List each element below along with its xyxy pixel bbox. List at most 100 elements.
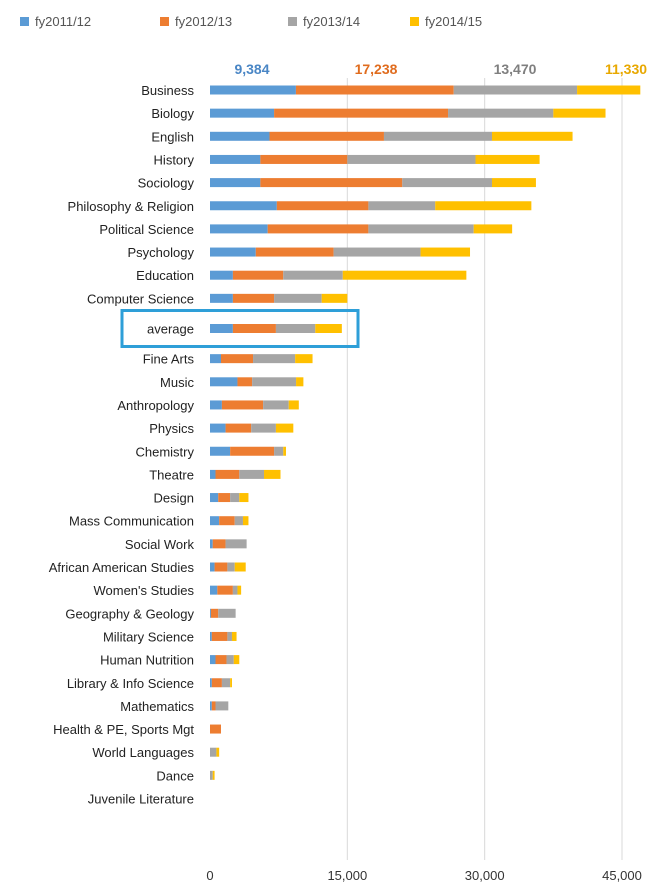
bar-political-science-fy2011-12 — [210, 224, 268, 234]
bar-philosophy-religion-fy2011-12 — [210, 201, 277, 211]
category-label-psychology: Psychology — [128, 245, 195, 260]
bar-social-work-fy2013-14 — [225, 539, 247, 549]
bar-library-info-science-fy2012-13 — [211, 678, 222, 688]
bar-english-fy2014-15 — [491, 131, 573, 141]
bar-physics-fy2012-13 — [225, 423, 252, 433]
bar-mass-communication-fy2012-13 — [219, 516, 235, 526]
bar-military-science-fy2011-12 — [210, 631, 212, 641]
bar-psychology-fy2011-12 — [210, 247, 256, 257]
bar-education-fy2013-14 — [283, 270, 343, 280]
bar-biology-fy2012-13 — [274, 108, 449, 118]
series-totals: 9,384 17,238 13,470 11,330 — [234, 61, 647, 77]
category-label-history: History — [154, 152, 195, 167]
category-labels: Business Biology English History Sociology Ph… — [49, 83, 195, 807]
bar-philosophy-religion-fy2014-15 — [435, 201, 532, 211]
gridlines — [346, 78, 623, 860]
series-total-fy2011-12: 9,384 — [234, 61, 269, 77]
bar-world-languages-fy2014-15 — [216, 747, 220, 757]
bar-political-science-fy2012-13 — [267, 224, 369, 234]
bar-biology-fy2013-14 — [448, 108, 554, 118]
category-label-biology: Biology — [151, 106, 194, 121]
category-label-design: Design — [154, 491, 194, 506]
bar-chemistry-fy2011-12 — [210, 446, 231, 456]
bar-library-info-science-fy2011-12 — [210, 678, 212, 688]
bar-library-info-science-fy2013-14 — [221, 678, 231, 688]
bar-biology-fy2014-15 — [553, 108, 606, 118]
bar-design-fy2013-14 — [230, 493, 240, 503]
bar-mathematics-fy2012-13 — [211, 701, 216, 711]
bar-mathematics-fy2013-14 — [215, 701, 229, 711]
bar-social-work-fy2011-12 — [210, 539, 213, 549]
bar-social-work-fy2012-13 — [212, 539, 226, 549]
series-total-fy2014-15: 11,330 — [605, 61, 647, 77]
x-tick-label-45000: 45,000 — [602, 868, 642, 883]
category-label-juvenile-literature: Juvenile Literature — [88, 792, 194, 807]
bar-women-s-studies-fy2011-12 — [210, 585, 218, 595]
bar-philosophy-religion-fy2012-13 — [276, 201, 369, 211]
bar-world-languages-fy2013-14 — [210, 747, 217, 757]
bar-business-fy2014-15 — [577, 85, 641, 95]
category-label-philosophy-religion: Philosophy & Religion — [68, 199, 194, 214]
bar-history-fy2013-14 — [347, 154, 476, 164]
bar-design-fy2012-13 — [218, 493, 231, 503]
bar-philosophy-religion-fy2013-14 — [368, 201, 436, 211]
bar-anthropology-fy2013-14 — [263, 400, 289, 410]
category-label-dance: Dance — [156, 768, 194, 783]
bar-sociology-fy2013-14 — [402, 178, 492, 188]
bar-theatre-fy2014-15 — [264, 469, 281, 479]
bar-sociology-fy2014-15 — [491, 178, 536, 188]
legend-swatch-fy2014-15 — [410, 17, 419, 26]
bar-psychology-fy2013-14 — [333, 247, 421, 257]
series-total-fy2013-14: 13,470 — [494, 61, 537, 77]
bar-african-american-studies-fy2013-14 — [227, 562, 235, 572]
bar-theatre-fy2012-13 — [215, 469, 240, 479]
bar-music-fy2011-12 — [210, 377, 238, 387]
category-label-anthropology: Anthropology — [117, 398, 194, 413]
bar-business-fy2013-14 — [453, 85, 578, 95]
bar-physics-fy2013-14 — [251, 423, 276, 433]
bar-education-fy2012-13 — [232, 270, 284, 280]
bar-african-american-studies-fy2011-12 — [210, 562, 215, 572]
legend-label-fy2012-13: fy2012/13 — [175, 14, 232, 29]
bar-physics-fy2014-15 — [275, 423, 294, 433]
bar-english-fy2012-13 — [269, 131, 384, 141]
category-label-music: Music — [160, 375, 194, 390]
bar-health-pe-sports-mgt-fy2012-13 — [210, 724, 221, 734]
bar-sociology-fy2011-12 — [210, 178, 261, 188]
legend-swatch-fy2012-13 — [160, 17, 169, 26]
bar-political-science-fy2014-15 — [473, 224, 513, 234]
category-label-physics: Physics — [149, 421, 194, 436]
bar-military-science-fy2014-15 — [231, 631, 237, 641]
bar-english-fy2013-14 — [383, 131, 492, 141]
category-label-business: Business — [141, 83, 194, 98]
bar-women-s-studies-fy2012-13 — [217, 585, 233, 595]
bar-theatre-fy2013-14 — [239, 469, 265, 479]
bar-computer-science-fy2013-14 — [274, 293, 322, 303]
category-label-chemistry: Chemistry — [135, 444, 194, 459]
x-tick-label-15000: 15,000 — [327, 868, 367, 883]
legend-swatch-fy2013-14 — [288, 17, 297, 26]
x-tick-label-30000: 30,000 — [465, 868, 505, 883]
category-label-social-work: Social Work — [125, 537, 195, 552]
category-label-theatre: Theatre — [149, 467, 194, 482]
bar-geography-geology-fy2011-12 — [210, 608, 211, 618]
bar-business-fy2011-12 — [210, 85, 296, 95]
bar-dance-fy2013-14 — [210, 770, 213, 780]
bar-mass-communication-fy2011-12 — [210, 516, 220, 526]
bar-chemistry-fy2014-15 — [283, 446, 286, 456]
bar-fine-arts-fy2013-14 — [253, 354, 296, 364]
bar-average-fy2013-14 — [275, 324, 316, 333]
category-label-political-science: Political Science — [99, 222, 194, 237]
bar-anthropology-fy2011-12 — [210, 400, 222, 410]
bar-history-fy2014-15 — [475, 154, 540, 164]
category-label-mass-communication: Mass Communication — [69, 514, 194, 529]
bar-chemistry-fy2012-13 — [230, 446, 275, 456]
bar-mass-communication-fy2014-15 — [242, 516, 249, 526]
category-label-human-nutrition: Human Nutrition — [100, 653, 194, 668]
bar-design-fy2014-15 — [239, 493, 249, 503]
bar-english-fy2011-12 — [210, 131, 270, 141]
bar-library-info-science-fy2014-15 — [230, 678, 232, 688]
category-label-world-languages: World Languages — [92, 745, 194, 760]
bar-mathematics-fy2011-12 — [210, 701, 212, 711]
legend-swatch-fy2011-12 — [20, 17, 29, 26]
